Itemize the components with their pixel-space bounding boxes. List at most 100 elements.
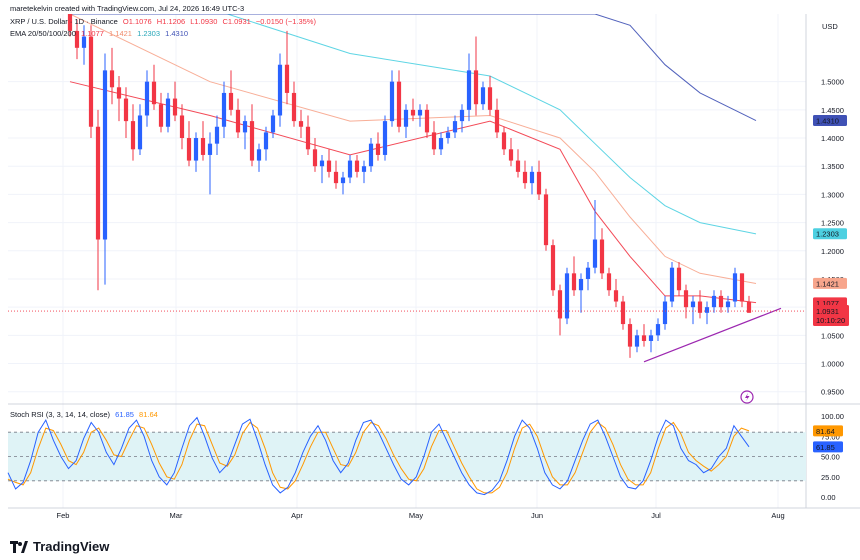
stoch-k-badge: 61.85 xyxy=(816,443,835,452)
candle-body xyxy=(676,267,682,291)
candle-body xyxy=(88,36,94,127)
candle-body xyxy=(473,70,479,105)
candle-body xyxy=(494,109,500,133)
candle-body xyxy=(634,335,640,347)
candle-body xyxy=(403,109,409,127)
candle-body xyxy=(438,138,444,150)
price-tick-label: 1.0000 xyxy=(821,360,844,369)
candle-body xyxy=(312,149,318,167)
currency-label[interactable]: USD xyxy=(822,22,838,31)
candle-body xyxy=(718,295,724,308)
candle-body xyxy=(67,14,73,31)
candle-body xyxy=(382,121,388,155)
candle-body xyxy=(368,143,374,167)
candle-body xyxy=(340,177,346,184)
last-price-badge-bg xyxy=(813,305,849,327)
candle-body xyxy=(347,160,353,178)
price-tick-label: 1.4500 xyxy=(821,106,844,115)
candle-body xyxy=(144,81,150,116)
last-price-badge: 1.0931 xyxy=(816,307,839,316)
ohlc-close: C1.0931 xyxy=(222,17,251,26)
candle-body xyxy=(536,171,542,195)
candle-body xyxy=(179,115,185,139)
ema-title: EMA 20/50/100/200 xyxy=(10,29,76,38)
candle-body xyxy=(424,109,430,133)
candle-body xyxy=(606,273,612,291)
price-tick-label: 0.9500 xyxy=(821,388,844,397)
stoch-tick-label: 25.00 xyxy=(821,473,840,482)
candles-group xyxy=(67,14,752,358)
ema50-badge-bg xyxy=(813,277,847,289)
candle-body xyxy=(375,143,381,155)
candle-body xyxy=(459,109,465,122)
ohlc-open: O1.1076 xyxy=(122,17,152,26)
stoch-d-badge-bg xyxy=(813,425,843,437)
candle-body xyxy=(501,132,507,150)
stoch-tick-label: 0.00 xyxy=(821,493,836,502)
candle-body xyxy=(690,301,696,308)
ema-legend[interactable]: EMA 20/50/100/200 1.1077 1.1421 1.2303 1… xyxy=(10,29,188,38)
candle-body xyxy=(515,160,521,172)
candle-body xyxy=(291,92,297,122)
candle-body xyxy=(137,115,143,150)
price-tick-label: 1.3500 xyxy=(821,162,844,171)
ema50-line xyxy=(69,14,757,284)
candle-body xyxy=(102,70,108,240)
candle-body xyxy=(207,143,213,155)
ema200-value: 1.4310 xyxy=(165,29,189,38)
candle-body xyxy=(95,126,101,240)
alert-icon xyxy=(740,390,754,404)
price-tick-label: 1.4000 xyxy=(821,134,844,143)
candle-body xyxy=(172,98,178,116)
candle-body xyxy=(200,138,206,155)
price-tick-label: 1.3000 xyxy=(821,190,844,199)
candle-body xyxy=(298,121,304,127)
candle-body xyxy=(305,126,311,150)
candle-body xyxy=(109,70,115,88)
candle-body xyxy=(263,132,269,150)
candle-body xyxy=(333,171,339,184)
time-tick-label: Aug xyxy=(771,511,784,520)
stoch-tick-label: 100.00 xyxy=(821,412,844,421)
candle-body xyxy=(655,324,661,336)
price-tick-label: 1.2000 xyxy=(821,247,844,256)
stoch-d-badge: 81.64 xyxy=(816,427,835,436)
candle-body xyxy=(613,290,619,302)
tradingview-brand[interactable]: TradingView xyxy=(10,539,109,554)
ema200-badge: 1.4310 xyxy=(816,117,839,126)
candle-body xyxy=(725,301,731,308)
ema100-badge-bg xyxy=(813,228,847,240)
stoch-k-badge-bg xyxy=(813,441,843,453)
candle-body xyxy=(599,239,605,274)
candle-body xyxy=(186,138,192,161)
candle-body xyxy=(564,273,570,319)
candle-body xyxy=(662,301,668,325)
tradingview-logo-icon xyxy=(10,540,28,553)
time-tick-label: May xyxy=(409,511,423,520)
symbol-name[interactable]: XRP / U.S. Dollar · 1D · Binance xyxy=(10,17,118,26)
candle-body xyxy=(711,295,717,308)
ohlc-low: L1.0930 xyxy=(190,17,218,26)
candle-body xyxy=(151,81,157,105)
candle-body xyxy=(452,121,458,133)
price-tick-label: 1.5000 xyxy=(821,78,844,87)
ohlc-change: −0.0150 (−1.35%) xyxy=(255,17,316,26)
brand-name: TradingView xyxy=(33,539,110,554)
candle-body xyxy=(445,132,451,139)
candle-body xyxy=(522,171,528,184)
candle-body xyxy=(431,132,437,150)
ema20-line xyxy=(69,81,757,304)
candle-body xyxy=(683,290,689,308)
candle-body xyxy=(354,160,360,172)
candle-body xyxy=(123,98,129,122)
candle-body xyxy=(361,166,367,172)
ema20-value: 1.1077 xyxy=(80,29,104,38)
ema100-value: 1.2303 xyxy=(137,29,161,38)
price-tick-label: 1.2500 xyxy=(821,219,844,228)
candle-body xyxy=(256,149,262,161)
candle-body xyxy=(389,81,395,122)
candle-body xyxy=(739,273,745,302)
stoch-rsi-legend[interactable]: Stoch RSI (3, 3, 14, 14, close) 61.85 81… xyxy=(10,410,158,419)
candle-body xyxy=(81,36,87,48)
